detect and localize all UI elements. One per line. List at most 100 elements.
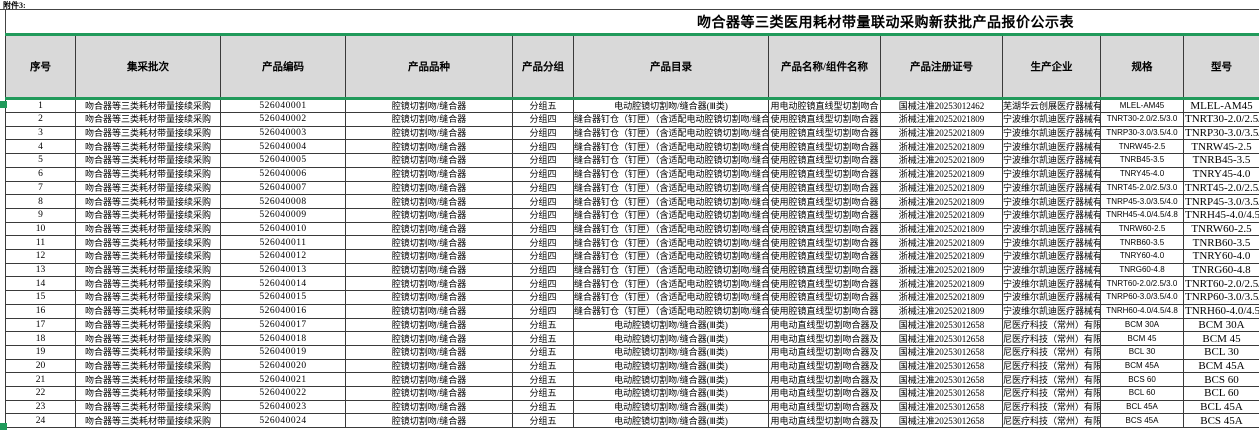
cell-batch[interactable]: 吻合器等三类耗材带量接续采购 <box>75 399 221 415</box>
cell-group[interactable]: 分组四 <box>512 112 574 127</box>
cell-code[interactable]: 526040024 <box>220 413 346 429</box>
cell-code[interactable]: 526040022 <box>220 386 346 401</box>
cell-batch[interactable]: 吻合器等三类耗材带量接续采购 <box>75 372 221 388</box>
cell-variety[interactable]: 腔镜切割吻/缝合器 <box>345 399 513 415</box>
cell-reg_no[interactable]: 国械注准20253012658 <box>880 358 1003 374</box>
cell-spec[interactable]: BCL 45A <box>1100 399 1184 415</box>
cell-no[interactable]: 19 <box>5 344 76 360</box>
cell-spec[interactable]: TNRY45-4.0 <box>1100 166 1184 182</box>
cell-manufacturer[interactable]: 宁波维尔凯迪医疗器械有限公司 <box>1002 249 1101 264</box>
cell-spec[interactable]: TNRW60-2.5 <box>1100 221 1184 237</box>
cell-catalog[interactable]: 缝合器钉仓（钉匣）（含适配电动腔镜切割吻/缝合器） <box>573 262 769 278</box>
cell-group[interactable]: 分组四 <box>512 139 574 155</box>
cell-name[interactable]: 使用腔镜直线型切割吻合器 <box>768 207 881 223</box>
cell-variety[interactable]: 腔镜切割吻/缝合器 <box>345 112 513 127</box>
cell-manufacturer[interactable]: 尼医疗科技（常州）有限公司 <box>1002 358 1101 374</box>
cell-batch[interactable]: 吻合器等三类耗材带量接续采购 <box>75 413 221 429</box>
column-header-model[interactable]: 型号 <box>1183 33 1259 100</box>
cell-code[interactable]: 526040009 <box>220 207 346 223</box>
cell-code[interactable]: 526040003 <box>220 125 346 141</box>
cell-manufacturer[interactable]: 宁波维尔凯迪医疗器械有限公司 <box>1002 180 1101 196</box>
cell-catalog[interactable]: 缝合器钉仓（钉匣）（含适配电动腔镜切割吻/缝合器） <box>573 207 769 223</box>
cell-code[interactable]: 526040016 <box>220 303 346 319</box>
column-header-variety[interactable]: 产品品种 <box>345 33 513 100</box>
cell-catalog[interactable]: 缝合器钉仓（钉匣）（含适配电动腔镜切割吻/缝合器） <box>573 153 769 168</box>
column-header-catalog[interactable]: 产品目录 <box>573 33 769 100</box>
cell-catalog[interactable]: 电动腔镜切割吻/缝合器(Ⅲ类) <box>573 386 769 401</box>
cell-reg_no[interactable]: 浙械注准20252021809 <box>880 139 1003 155</box>
cell-manufacturer[interactable]: 尼医疗科技（常州）有限公司 <box>1002 386 1101 401</box>
cell-no[interactable]: 7 <box>5 180 76 196</box>
cell-group[interactable]: 分组五 <box>512 331 574 346</box>
cell-reg_no[interactable]: 浙械注准20252021809 <box>880 276 1003 292</box>
cell-model[interactable]: TNRH60-4.0/4.5/4.8 <box>1183 303 1259 319</box>
cell-model[interactable]: TNRY60-4.0 <box>1183 249 1259 264</box>
cell-manufacturer[interactable]: 尼医疗科技（常州）有限公司 <box>1002 399 1101 415</box>
cell-name[interactable]: 使用腔镜直线型切割吻合器 <box>768 153 881 168</box>
cell-no[interactable]: 24 <box>5 413 76 429</box>
cell-no[interactable]: 4 <box>5 139 76 155</box>
cell-reg_no[interactable]: 浙械注准20252021809 <box>880 194 1003 209</box>
cell-model[interactable]: TNRB45-3.5 <box>1183 153 1259 168</box>
cell-variety[interactable]: 腔镜切割吻/缝合器 <box>345 194 513 209</box>
cell-manufacturer[interactable]: 宁波维尔凯迪医疗器械有限公司 <box>1002 207 1101 223</box>
cell-variety[interactable]: 腔镜切割吻/缝合器 <box>345 235 513 251</box>
cell-manufacturer[interactable]: 尼医疗科技（常州）有限公司 <box>1002 344 1101 360</box>
cell-group[interactable]: 分组四 <box>512 125 574 141</box>
cell-reg_no[interactable]: 浙械注准20252021809 <box>880 112 1003 127</box>
cell-code[interactable]: 526040007 <box>220 180 346 196</box>
cell-no[interactable]: 23 <box>5 399 76 415</box>
cell-no[interactable]: 1 <box>5 98 76 113</box>
cell-spec[interactable]: TNRB45-3.5 <box>1100 153 1184 168</box>
cell-catalog[interactable]: 电动腔镜切割吻/缝合器(Ⅲ类) <box>573 358 769 374</box>
cell-model[interactable]: TNRP45-3.0/3.5/4.0 <box>1183 194 1259 209</box>
cell-no[interactable]: 12 <box>5 249 76 264</box>
cell-variety[interactable]: 腔镜切割吻/缝合器 <box>345 290 513 305</box>
cell-model[interactable]: TNRP60-3.0/3.5/4.0 <box>1183 290 1259 305</box>
cell-spec[interactable]: TNRW45-2.5 <box>1100 139 1184 155</box>
cell-model[interactable]: TNRP30-3.0/3.5/4.0 <box>1183 125 1259 141</box>
cell-batch[interactable]: 吻合器等三类耗材带量接续采购 <box>75 290 221 305</box>
cell-catalog[interactable]: 电动腔镜切割吻/缝合器(Ⅲ类) <box>573 399 769 415</box>
cell-model[interactable]: BCL 30 <box>1183 344 1259 360</box>
cell-batch[interactable]: 吻合器等三类耗材带量接续采购 <box>75 180 221 196</box>
cell-no[interactable]: 18 <box>5 331 76 346</box>
cell-reg_no[interactable]: 国械注准20253012658 <box>880 399 1003 415</box>
cell-model[interactable]: TNRG60-4.8 <box>1183 262 1259 278</box>
cell-group[interactable]: 分组四 <box>512 262 574 278</box>
cell-variety[interactable]: 腔镜切割吻/缝合器 <box>345 249 513 264</box>
cell-batch[interactable]: 吻合器等三类耗材带量接续采购 <box>75 303 221 319</box>
cell-reg_no[interactable]: 国械注准20253012658 <box>880 372 1003 388</box>
cell-no[interactable]: 17 <box>5 317 76 333</box>
cell-catalog[interactable]: 缝合器钉仓（钉匣）（含适配电动腔镜切割吻/缝合器） <box>573 290 769 305</box>
cell-group[interactable]: 分组四 <box>512 194 574 209</box>
cell-spec[interactable]: TNRB60-3.5 <box>1100 235 1184 251</box>
cell-manufacturer[interactable]: 宁波维尔凯迪医疗器械有限公司 <box>1002 290 1101 305</box>
cell-spec[interactable]: TNRP30-3.0/3.5/4.0 <box>1100 125 1184 141</box>
cell-model[interactable]: BCM 45 <box>1183 331 1259 346</box>
cell-batch[interactable]: 吻合器等三类耗材带量接续采购 <box>75 276 221 292</box>
cell-name[interactable]: 用电动直线型切割吻合器及 <box>768 372 881 388</box>
cell-batch[interactable]: 吻合器等三类耗材带量接续采购 <box>75 112 221 127</box>
cell-code[interactable]: 526040021 <box>220 372 346 388</box>
cell-variety[interactable]: 腔镜切割吻/缝合器 <box>345 139 513 155</box>
cell-spec[interactable]: TNRG60-4.8 <box>1100 262 1184 278</box>
cell-spec[interactable]: TNRT60-2.0/2.5/3.0 <box>1100 276 1184 292</box>
cell-batch[interactable]: 吻合器等三类耗材带量接续采购 <box>75 344 221 360</box>
cell-reg_no[interactable]: 浙械注准20252021809 <box>880 290 1003 305</box>
cell-reg_no[interactable]: 浙械注准20252021809 <box>880 166 1003 182</box>
cell-code[interactable]: 526040006 <box>220 166 346 182</box>
cell-manufacturer[interactable]: 宁波维尔凯迪医疗器械有限公司 <box>1002 112 1101 127</box>
cell-catalog[interactable]: 电动腔镜切割吻/缝合器(Ⅲ类) <box>573 317 769 333</box>
cell-catalog[interactable]: 缝合器钉仓（钉匣）（含适配电动腔镜切割吻/缝合器） <box>573 221 769 237</box>
cell-group[interactable]: 分组五 <box>512 317 574 333</box>
cell-batch[interactable]: 吻合器等三类耗材带量接续采购 <box>75 249 221 264</box>
cell-name[interactable]: 用电动腔镜直线型切割吻合 <box>768 98 881 113</box>
cell-spec[interactable]: TNRH60-4.0/4.5/4.8 <box>1100 303 1184 319</box>
cell-catalog[interactable]: 缝合器钉仓（钉匣）（含适配电动腔镜切割吻/缝合器） <box>573 139 769 155</box>
cell-name[interactable]: 使用腔镜直线型切割吻合器 <box>768 235 881 251</box>
cell-variety[interactable]: 腔镜切割吻/缝合器 <box>345 372 513 388</box>
cell-no[interactable]: 21 <box>5 372 76 388</box>
cell-no[interactable]: 5 <box>5 153 76 168</box>
cell-manufacturer[interactable]: 尼医疗科技（常州）有限公司 <box>1002 413 1101 429</box>
